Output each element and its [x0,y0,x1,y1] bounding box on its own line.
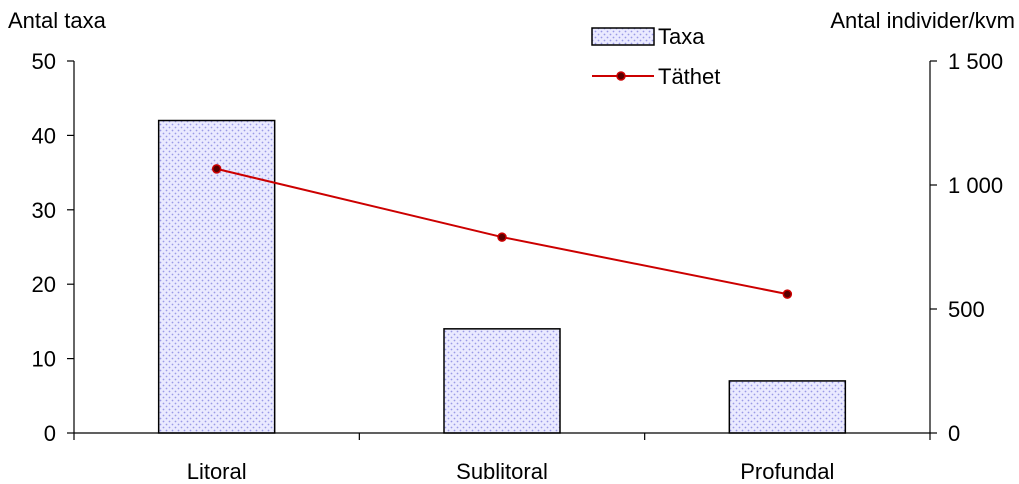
tathet-line [216,167,788,296]
legend-taxa-swatch [591,27,655,46]
bar-profundal [728,380,847,434]
legend-tathet-marker [616,71,626,81]
left-tick-label: 50 [32,49,56,74]
tathet-point-profundal [782,289,793,299]
left-tick-label: 40 [32,123,56,148]
bars-layer [157,119,847,434]
tathet-point-sublitoral [497,232,507,242]
right-tick-label: 500 [948,297,985,322]
x-tick-label-profundal: Profundal [740,459,834,484]
legend: Taxa Täthet [591,24,720,89]
tathet-point-litoral [211,164,222,174]
left-axis-label: Antal taxa [8,8,107,33]
legend-taxa-label: Taxa [658,24,705,49]
left-tick-label: 0 [44,421,56,446]
left-tick-label: 10 [32,347,56,372]
right-tick-label: 1 000 [948,173,1003,198]
x-tick-label-litoral: Litoral [187,459,247,484]
right-tick-label: 0 [948,421,960,446]
line-layer [211,164,793,299]
x-tick-label-sublitoral: Sublitoral [456,459,548,484]
legend-tathet-label: Täthet [658,64,720,89]
bar-sublitoral [443,328,561,434]
left-tick-label: 20 [32,272,56,297]
right-tick-label: 1 500 [948,49,1003,74]
left-tick-label: 30 [32,198,56,223]
right-axis-label: Antal individer/kvm [830,8,1015,33]
